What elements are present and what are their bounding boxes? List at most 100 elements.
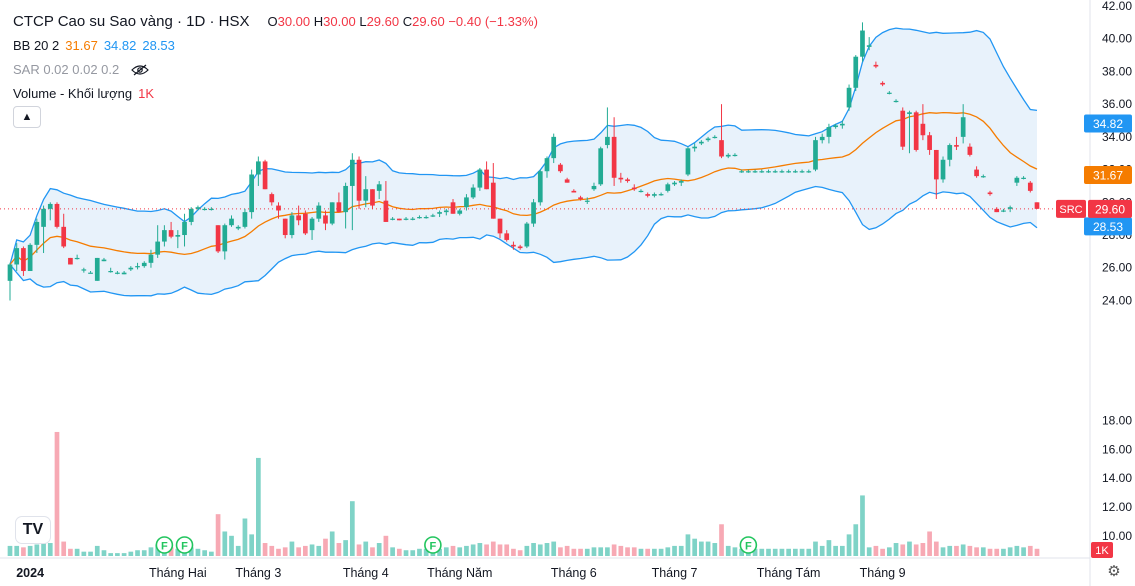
candle-body — [994, 208, 1000, 213]
volume-bar — [269, 545, 275, 556]
bollinger-lower-line — [9, 185, 1038, 297]
gear-icon[interactable]: ⚙ — [1107, 563, 1121, 580]
volume-bar — [470, 544, 476, 556]
sar-row[interactable]: SAR 0.02 0.02 0.2 — [13, 58, 538, 82]
candle-body — [484, 169, 489, 190]
volume-bar — [531, 543, 536, 556]
candle-body — [987, 192, 993, 195]
financials-f-icon: F — [424, 536, 442, 554]
financials-f-icon: F — [175, 536, 194, 554]
candle-body — [880, 82, 885, 85]
eye-off-icon[interactable] — [131, 64, 150, 76]
candle-body — [423, 217, 429, 219]
candle-body — [638, 190, 644, 193]
volume-bar — [907, 541, 912, 556]
candle-body — [302, 213, 308, 234]
candle-body — [517, 246, 523, 249]
volume-bar — [356, 544, 362, 556]
candle-body — [511, 244, 516, 247]
volume-bar — [678, 545, 684, 556]
symbol-title[interactable]: CTCP Cao su Sao vàng · 1D · HSX — [13, 13, 250, 30]
bb-row[interactable]: BB 20 2 31.67 34.82 28.53 — [13, 34, 538, 58]
last-price-label-bg — [1088, 199, 1132, 218]
volume-bar — [47, 543, 53, 556]
candle-body — [276, 205, 281, 211]
candle-body — [611, 136, 617, 178]
volume-bar — [591, 547, 597, 556]
volume-bar — [618, 545, 624, 556]
volume-bar — [390, 547, 395, 556]
volume-bar — [41, 543, 46, 556]
volume-bar — [215, 514, 221, 556]
candle-body — [712, 136, 718, 139]
volume-bar — [497, 544, 503, 556]
tradingview-logo-icon[interactable]: TV — [16, 517, 50, 543]
volume-bar — [202, 550, 208, 556]
candle-body — [1027, 182, 1033, 191]
volume-bar — [376, 543, 382, 556]
legend-collapse-button[interactable]: ▲ — [13, 106, 41, 128]
candle-body — [135, 266, 140, 268]
candle-body — [94, 257, 100, 281]
candle-body — [450, 202, 456, 214]
candle-body — [148, 254, 154, 263]
candle-body — [356, 159, 362, 201]
volume-bar — [558, 547, 563, 556]
volume-bar — [343, 540, 348, 556]
candle-body — [162, 230, 167, 242]
candle-body — [470, 187, 476, 198]
close-label: C — [402, 14, 413, 29]
candle-body — [933, 149, 939, 180]
candle-body — [927, 135, 932, 150]
candle-body — [343, 185, 348, 213]
volume-bar — [450, 545, 456, 556]
volume-bar — [860, 495, 865, 556]
candle-body — [806, 171, 812, 173]
candle-body — [584, 200, 590, 202]
candle-body — [1001, 210, 1006, 212]
volume-bar — [954, 545, 959, 556]
volume-bar — [121, 553, 127, 556]
candle-body — [289, 215, 295, 236]
svg-text:F: F — [181, 541, 188, 553]
candle-body — [564, 179, 570, 183]
candle-body — [578, 197, 583, 200]
svg-text:F: F — [430, 541, 437, 553]
candle-body — [1014, 177, 1020, 183]
candle-body — [74, 257, 80, 260]
candle-body — [403, 218, 409, 220]
bollinger-band-fill — [10, 28, 1037, 296]
volume-bar — [195, 548, 201, 556]
volume-bar — [1007, 547, 1013, 556]
candle-body — [417, 217, 422, 219]
volume-row[interactable]: Volume - Khối lượng 1K — [13, 82, 538, 106]
candle-body — [699, 141, 704, 144]
volume-bar — [1001, 548, 1006, 556]
chevron-up-icon: ▲ — [21, 111, 33, 123]
time-tick-label: Tháng 6 — [551, 566, 597, 580]
volume-bar — [249, 534, 254, 556]
time-tick-label: Tháng Hai — [149, 566, 207, 580]
symbol-row: CTCP Cao su Sao vàng · 1D · HSX O30.00 H… — [13, 10, 538, 34]
candle-body — [222, 225, 228, 252]
volume-bar — [625, 547, 630, 556]
candle-body — [544, 158, 550, 172]
price-tick-label: 26.00 — [1102, 261, 1132, 275]
price-tick-label: 36.00 — [1102, 97, 1132, 111]
volume-bar — [658, 548, 664, 556]
candle-body — [974, 169, 979, 177]
candle-body — [960, 117, 966, 137]
volume-bar — [108, 553, 114, 556]
candle-body — [497, 218, 503, 234]
time-tick-label: Tháng 4 — [343, 566, 389, 580]
candle-body — [215, 225, 221, 252]
candle-body — [296, 215, 301, 221]
low-label: L — [359, 14, 367, 29]
price-tick-label: 40.00 — [1102, 32, 1132, 46]
candle-body — [605, 136, 610, 146]
volume-bar — [302, 545, 308, 556]
financials-f-icon: F — [739, 536, 758, 554]
candle-body — [1034, 202, 1040, 209]
candle-body — [860, 30, 865, 57]
